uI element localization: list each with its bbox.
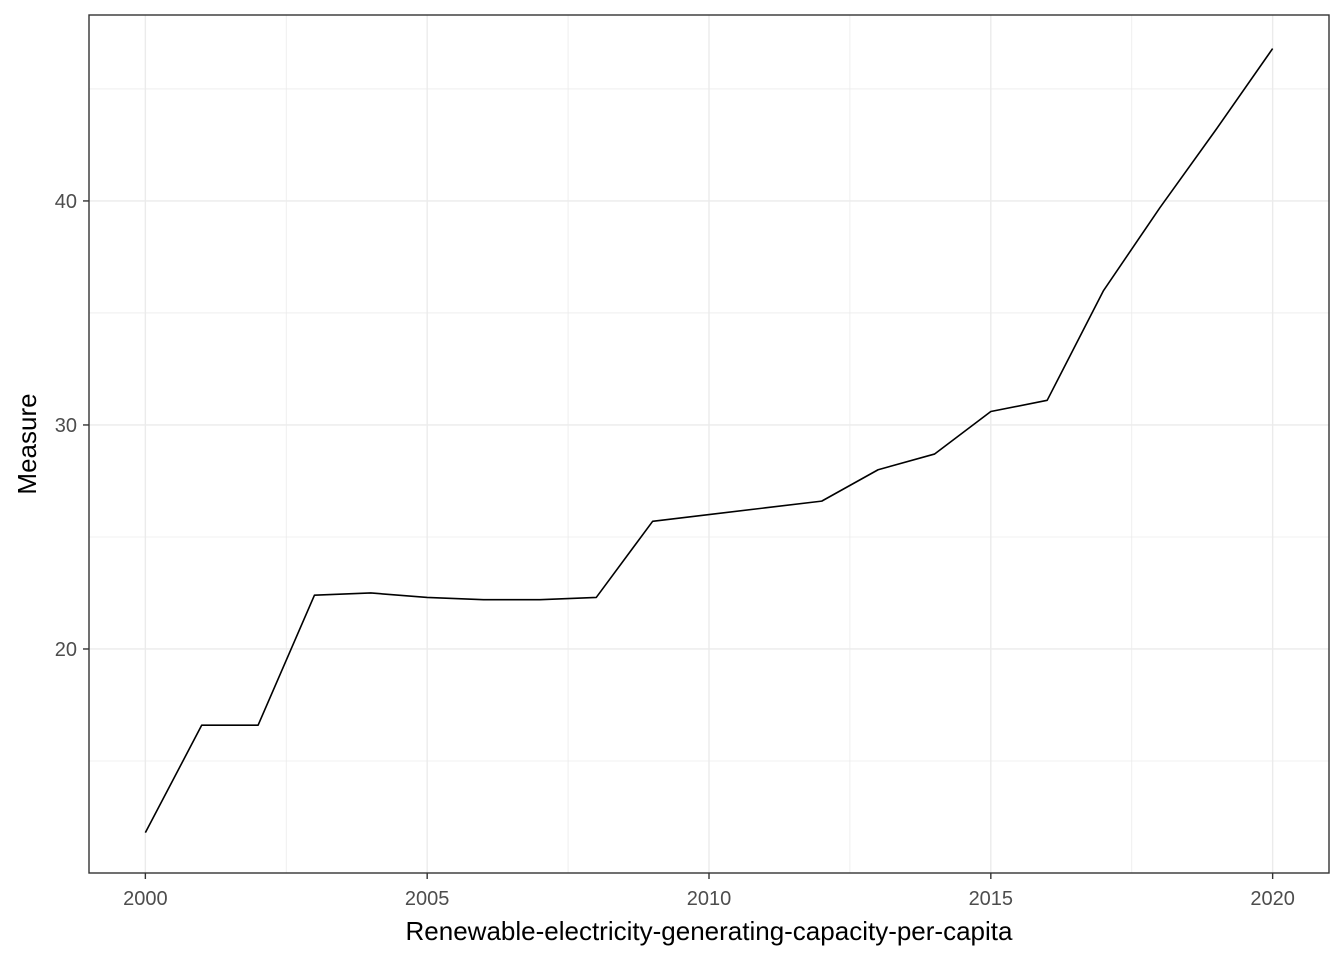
x-tick-label: 2000 (123, 888, 168, 910)
y-axis-title: Measure (12, 393, 42, 494)
series-line (144, 48, 1274, 834)
y-tick-label: 20 (55, 639, 77, 661)
major-gridlines (89, 15, 1329, 873)
x-tick-label: 2020 (1250, 888, 1295, 910)
y-tick-label: 30 (55, 415, 77, 437)
series-layer (144, 48, 1274, 834)
x-tick-label: 2005 (405, 888, 450, 910)
x-tick-label: 2015 (969, 888, 1014, 910)
y-tick-label: 40 (55, 191, 77, 213)
x-axis-title: Renewable-electricity-generating-capacit… (406, 916, 1013, 946)
y-axis: 20 30 40 (55, 191, 89, 661)
x-tick-label: 2010 (687, 888, 732, 910)
x-axis: 2000 2005 2010 2015 2020 (123, 873, 1295, 910)
